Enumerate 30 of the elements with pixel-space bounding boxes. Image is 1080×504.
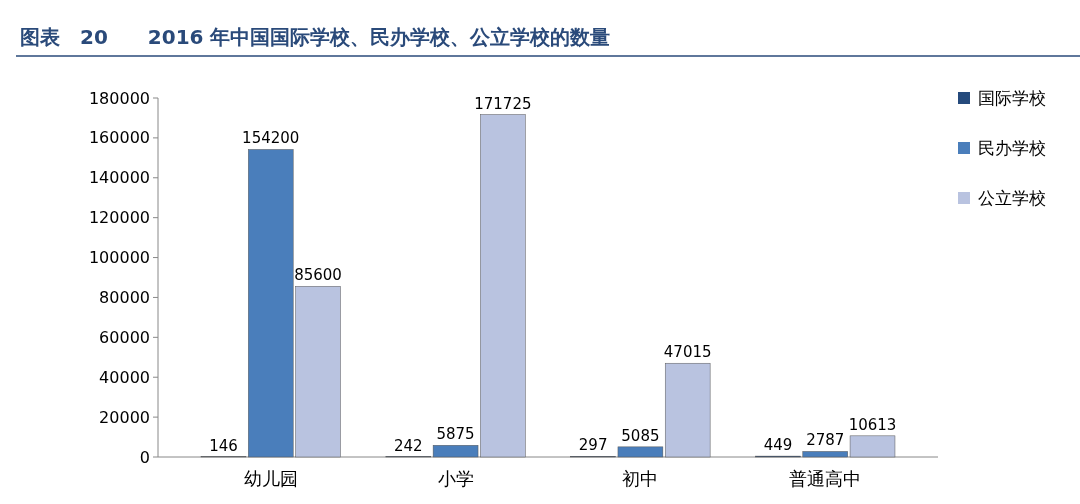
legend-label: 公立学校	[978, 187, 1046, 208]
data-label: 171725	[474, 94, 532, 113]
data-label: 146	[209, 436, 238, 455]
data-label: 47015	[663, 343, 712, 362]
x-tick-label: 小学	[437, 468, 474, 489]
data-label: 242	[393, 436, 423, 455]
y-tick-label: 180000	[88, 88, 150, 108]
legend-label: 国际学校	[978, 87, 1046, 108]
legend-label: 民办学校	[978, 137, 1046, 158]
y-tick-label: 160000	[88, 128, 150, 148]
data-label: 85600	[294, 266, 342, 285]
y-tick-label: 60000	[99, 327, 150, 347]
y-tick-label: 80000	[99, 288, 150, 308]
data-label: 297	[578, 436, 608, 455]
x-tick-label: 普通高中	[789, 468, 862, 489]
data-label: 449	[763, 436, 793, 455]
y-tick-label: 20000	[99, 407, 150, 427]
data-label: 2787	[806, 431, 845, 450]
chart-title: 图表 20 2016 年中国国际学校、民办学校、公立学校的数量	[20, 25, 611, 49]
y-tick-label: 120000	[88, 208, 150, 228]
y-tick-label: 0	[139, 447, 150, 467]
x-tick-label: 幼儿园	[243, 468, 298, 489]
data-label: 10613	[848, 415, 897, 434]
data-label: 5875	[436, 425, 475, 444]
data-label: 5085	[621, 426, 660, 445]
y-tick-label: 40000	[99, 367, 150, 387]
x-tick-label: 初中	[622, 468, 659, 489]
y-tick-label: 100000	[88, 248, 150, 268]
y-tick-label: 140000	[88, 168, 150, 188]
data-label: 154200	[242, 129, 300, 148]
